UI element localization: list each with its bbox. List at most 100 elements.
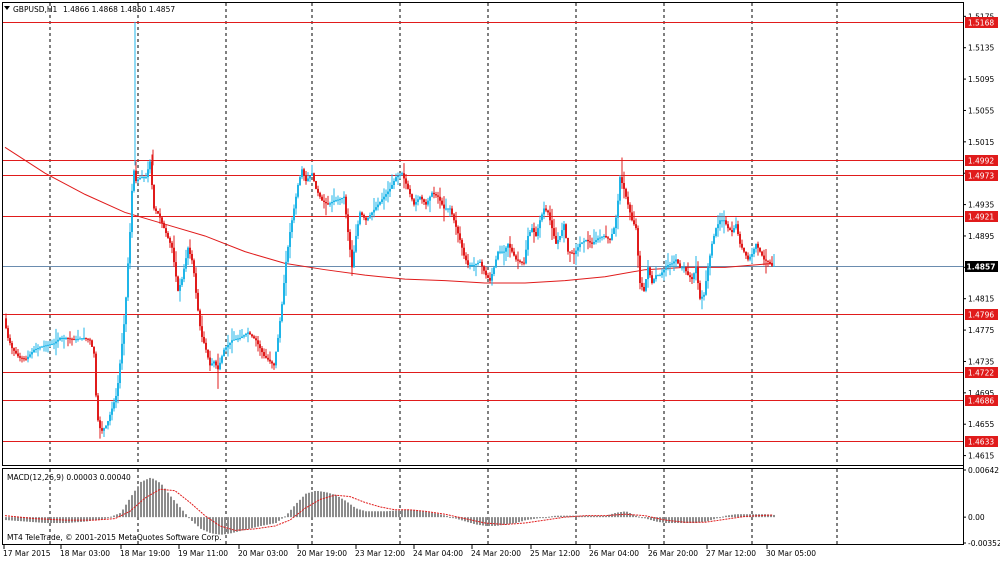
candle-body [323, 200, 325, 202]
candle-body [143, 177, 145, 179]
candle-body [69, 338, 71, 340]
candle-body [71, 338, 73, 340]
macd-bar [593, 515, 595, 518]
candle-body [539, 220, 541, 229]
macd-bar [503, 517, 505, 525]
level-tag-label: 1.4796 [968, 311, 994, 320]
macd-bar [557, 515, 559, 518]
candle-body [681, 267, 683, 269]
candle-body [21, 357, 23, 359]
candle-body [567, 237, 569, 252]
candle-body [65, 337, 67, 339]
candle-body [415, 201, 417, 205]
candle-body [59, 337, 61, 340]
candle-body [327, 203, 329, 205]
level-tag-label: 1.5168 [968, 19, 994, 28]
candle-body [727, 224, 729, 229]
macd-bar [11, 517, 13, 521]
candle-body [441, 200, 443, 205]
candle-body [587, 239, 589, 242]
candle-body [589, 241, 591, 243]
macd-bar [152, 478, 154, 518]
candle-body [659, 275, 661, 277]
candle-body [183, 268, 185, 280]
macd-bar [677, 517, 679, 524]
candle-body [583, 241, 585, 243]
candle-body [279, 321, 281, 338]
macd-bar [542, 517, 544, 519]
macd-bar [194, 517, 196, 524]
macd-bar [407, 509, 409, 518]
macd-bar [449, 516, 451, 518]
macd-tick-label: 0.00 [968, 513, 985, 522]
candle-body [487, 275, 489, 278]
macd-bar [104, 517, 106, 519]
candle-body [549, 212, 551, 221]
macd-bar [656, 517, 658, 522]
macd-bar [434, 513, 436, 518]
macd-bar [620, 512, 622, 518]
candle-body [179, 284, 181, 291]
candle-body [13, 348, 15, 351]
macd-bar [512, 517, 514, 524]
candle-body [155, 208, 157, 212]
price-axis: 1.51751.51351.50951.50551.50151.49751.49… [963, 12, 994, 461]
candle-body [271, 361, 273, 364]
candle-body [683, 267, 685, 269]
macd-bar [155, 480, 157, 518]
candle-body [27, 356, 29, 360]
macd-bar [224, 517, 226, 535]
candle-body [759, 247, 761, 252]
candle-body [23, 358, 25, 360]
candle-body [227, 344, 229, 348]
macd-bar [614, 513, 616, 518]
macd-bar [368, 511, 370, 518]
candle-body [577, 247, 579, 251]
candle-body [579, 243, 581, 248]
candle-body [181, 279, 183, 285]
candle-body [467, 260, 469, 265]
candle-body [289, 232, 291, 247]
candle-body [361, 212, 363, 216]
candle-body [359, 212, 361, 225]
candle-body [341, 197, 343, 200]
candle-body [679, 263, 681, 268]
candle-body [563, 224, 565, 231]
candle-body [343, 196, 345, 198]
macd-bar [458, 517, 460, 520]
candle-body [407, 183, 409, 189]
candle-body [711, 243, 713, 256]
candle-body [413, 199, 415, 205]
level-tag [965, 436, 998, 447]
candle-body [253, 336, 255, 339]
macd-bar [554, 515, 556, 518]
candle-body [411, 194, 413, 200]
macd-bar [509, 517, 511, 524]
candle-body [399, 174, 401, 176]
chevron-down-icon[interactable] [4, 6, 10, 10]
candle-body [521, 261, 523, 263]
macd-bar [44, 517, 46, 523]
candle-body [457, 226, 459, 234]
candle-body [489, 277, 491, 281]
macd-bar [83, 517, 85, 522]
candle-body [699, 283, 701, 299]
candle-body [389, 188, 391, 192]
candle-body [713, 235, 715, 244]
candle-body [635, 224, 637, 229]
candle-body [445, 208, 447, 210]
candle-body [315, 181, 317, 189]
price-tick-label: 1.5015 [968, 138, 994, 147]
candle-body [523, 262, 525, 264]
candle-body [173, 247, 175, 263]
macd-bar [710, 517, 712, 521]
candle-body [325, 201, 327, 204]
macd-bar [602, 515, 604, 518]
macd-bar [149, 477, 151, 518]
macd-bar [617, 512, 619, 518]
candle-body [147, 169, 149, 178]
macd-bar [203, 517, 205, 531]
candle-body [623, 183, 625, 189]
macd-bar [440, 514, 442, 518]
